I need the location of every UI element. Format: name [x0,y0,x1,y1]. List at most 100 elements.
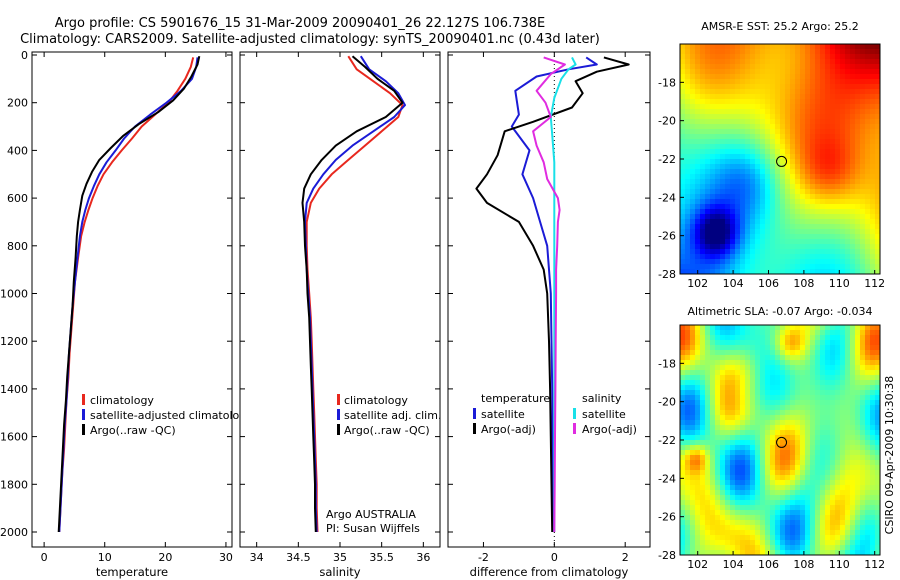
sst_map-cell [860,179,866,185]
sla_map-cell [845,390,851,396]
sst_map-cell [820,104,826,110]
sla_map-cell [710,400,716,406]
sla_map-cell [680,360,686,366]
sst_map-cell [740,104,746,110]
sst_map-cell [790,79,796,85]
sst_map-cell [745,159,751,165]
sla_map-cell [715,530,721,536]
sst_map-cell [750,49,756,55]
sla_map-cell [875,350,881,356]
sst_map-cell [840,234,846,240]
sst_map-cell [725,164,731,170]
sst_map-cell [760,99,766,105]
series-line-salinity-argo-adj- [532,56,566,533]
sla_map-cell [705,445,711,451]
sla_map-cell [855,330,861,336]
sla_map-cell [840,545,846,551]
sst_map-cell [820,224,826,230]
sla_map-cell [795,490,801,496]
sla_map-cell [810,510,816,516]
sla_map-cell [690,430,696,436]
sst_map-cell [700,109,706,115]
sst_map-cell [805,214,811,220]
sla_map-cell [785,480,791,486]
sst_map-cell [795,99,801,105]
sla_map-cell [860,540,866,546]
sla_map-cell [690,455,696,461]
sst_map-cell [795,89,801,95]
sla_map-cell [815,465,821,471]
sst_map-cell [855,224,861,230]
sla_map-cell [870,425,876,431]
sst_map-cell [775,64,781,70]
sla_map-cell [740,360,746,366]
sst_map-cell [705,129,711,135]
sla_map-cell [775,550,781,556]
sla_map-cell [735,485,741,491]
sla_map-cell [825,530,831,536]
sla_map-cell [730,365,736,371]
sla_map-cell [755,420,761,426]
sla_map-cell [760,370,766,376]
sst_map-cell [680,164,686,170]
sst_map-cell [700,184,706,190]
sst_map-cell [875,219,881,225]
sla_map-cell [775,510,781,516]
sst_map-cell [795,229,801,235]
sla_map-cell [770,490,776,496]
sst_map-cell [710,219,716,225]
sst_map-cell [690,174,696,180]
sst_map-cell [875,244,881,250]
sla_map-cell [730,545,736,551]
sst_map-cell [735,109,741,115]
sst_map-cell [850,59,856,65]
sst_map-cell [695,84,701,90]
sst_map-cell [680,219,686,225]
sla_map-cell [730,425,736,431]
sst_map-cell [705,234,711,240]
sla_map-cell [795,495,801,501]
sst_map-cell [785,204,791,210]
sla_map-cell [815,475,821,481]
sla_map-cell [870,350,876,356]
sst_map-cell [810,109,816,115]
sst_map-cell [760,84,766,90]
sla_map-cell [690,465,696,471]
sla_map-cell [810,390,816,396]
sst_map-cell [815,184,821,190]
sla_map-cell [820,425,826,431]
difference-xtick-label: 2 [622,551,629,564]
sla_map-cell [715,330,721,336]
sla_map-cell [875,325,881,331]
sst_map-cell [850,189,856,195]
sla_map-cell [795,440,801,446]
sla_map-cell [770,480,776,486]
sla_map-cell [875,370,881,376]
sst_map-cell [750,54,756,60]
sla_map-cell [685,350,691,356]
sla_map-cell [725,325,731,331]
sst_map-cell [755,219,761,225]
sla_map-cell [695,435,701,441]
sst_map-cell [680,264,686,270]
sst_map-cell [875,69,881,75]
sla_map-cell [810,335,816,341]
sst_map-cell [780,119,786,125]
sla_map-cell [745,480,751,486]
sla_map-cell [705,410,711,416]
sst_map-cell [760,244,766,250]
sst_map-cell [770,134,776,140]
sla_map-cell [850,455,856,461]
sst_map-cell [805,54,811,60]
sst_map-cell [700,54,706,60]
sst_map-cell [725,124,731,130]
sla_map-cell [745,330,751,336]
sla_map-cell [780,470,786,476]
sla_map-cell [710,465,716,471]
sla_map-cell [815,435,821,441]
sst_map-cell [815,174,821,180]
sst_map-cell [785,254,791,260]
sla_map-cell [785,450,791,456]
sst_map-cell [700,269,706,275]
